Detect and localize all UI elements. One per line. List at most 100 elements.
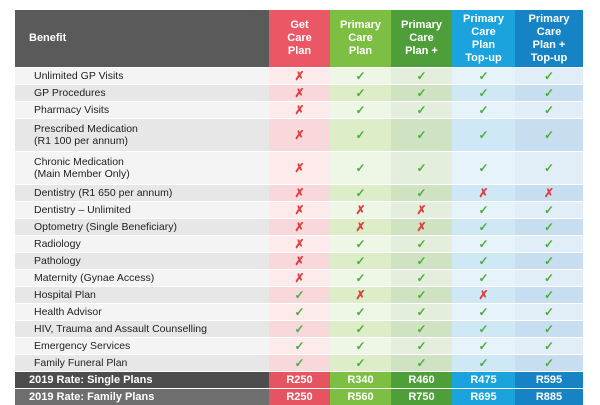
check-icon: ✓ [543, 271, 555, 285]
benefit-cell: ✓ [330, 355, 391, 371]
benefit-cell: ✓ [515, 270, 583, 286]
benefit-cell: ✓ [330, 152, 391, 184]
benefit-label-text: GP Procedures [34, 87, 106, 99]
benefit-cell: ✓ [515, 119, 583, 151]
check-icon: ✓ [543, 161, 555, 175]
benefit-cell: ✓ [269, 304, 330, 320]
header-line: Primary [401, 19, 442, 31]
benefit-cell: ✓ [391, 68, 452, 84]
benefit-label-line: Maternity (Gynae Access) [34, 272, 155, 284]
check-icon: ✓ [543, 86, 555, 100]
benefit-cell: ✓ [452, 68, 515, 84]
benefit-label: Emergency Services [15, 338, 269, 354]
benefit-label: Radiology [15, 236, 269, 252]
benefit-label: Chronic Medication (Main Member Only) [15, 152, 269, 184]
benefit-cell: ✓ [330, 85, 391, 101]
benefit-label-text: Health Advisor [34, 306, 102, 318]
check-icon: ✓ [355, 161, 366, 175]
benefit-cell: ✓ [452, 202, 515, 218]
benefit-cell: ✗ [269, 270, 330, 286]
benefit-cell: ✓ [515, 304, 583, 320]
benefit-cell: ✗ [391, 202, 452, 218]
check-icon: ✓ [543, 103, 555, 117]
cross-icon: ✗ [294, 186, 305, 200]
benefit-label: Unlimited GP Visits [15, 68, 269, 84]
cross-icon: ✗ [294, 271, 305, 285]
header-line: Top-up [530, 51, 568, 64]
cross-icon: ✗ [355, 288, 366, 302]
benefit-label-line: Pathology [34, 255, 81, 267]
benefit-cell: ✓ [391, 338, 452, 354]
benefit-label-text: Dentistry – Unlimited [34, 204, 131, 216]
benefit-cell: ✓ [452, 355, 515, 371]
benefit-label-text: Dentistry (R1 650 per annum) [34, 187, 172, 199]
cross-icon: ✗ [294, 237, 305, 251]
benefit-cell: ✓ [515, 202, 583, 218]
benefit-cell: ✓ [452, 338, 515, 354]
benefit-cell: ✓ [452, 152, 515, 184]
cross-icon: ✗ [543, 186, 555, 200]
check-icon: ✓ [355, 86, 366, 100]
benefit-cell: ✓ [515, 85, 583, 101]
check-icon: ✓ [355, 305, 366, 319]
benefit-cell: ✓ [391, 185, 452, 201]
benefit-cell: ✗ [269, 236, 330, 252]
check-icon: ✓ [416, 161, 427, 175]
header-primary-care-plan: Primary Care Plan [330, 10, 391, 67]
check-icon: ✓ [478, 220, 489, 234]
benefit-cell: ✓ [391, 253, 452, 269]
check-icon: ✓ [543, 339, 555, 353]
header-line: Plan + [532, 38, 566, 51]
cross-icon: ✗ [416, 203, 427, 217]
rate-value: R475 [452, 372, 515, 388]
header-benefit-label: Benefit [29, 32, 67, 44]
header-get-care-plan: Get Care Plan [269, 10, 330, 67]
benefit-label: Optometry (Single Beneficiary) [15, 219, 269, 235]
benefit-cell: ✗ [269, 85, 330, 101]
benefit-label-text: Optometry (Single Beneficiary) [34, 221, 177, 233]
benefit-label: Hospital Plan [15, 287, 269, 303]
benefit-label-line: (Main Member Only) [34, 168, 130, 180]
benefit-cell: ✓ [330, 338, 391, 354]
cross-icon: ✗ [294, 203, 305, 217]
header-line: Care [471, 25, 496, 38]
header-line: Get [290, 19, 309, 31]
benefit-cell: ✓ [515, 102, 583, 118]
benefit-cell: ✓ [452, 219, 515, 235]
rate-value: R250 [269, 372, 330, 388]
rate-value: R750 [391, 389, 452, 405]
check-icon: ✓ [294, 339, 305, 353]
benefit-cell: ✗ [269, 253, 330, 269]
benefit-cell: ✗ [391, 219, 452, 235]
benefit-cell: ✓ [391, 85, 452, 101]
benefit-cell: ✓ [515, 253, 583, 269]
check-icon: ✓ [543, 220, 555, 234]
benefit-cell: ✓ [515, 68, 583, 84]
benefit-cell: ✓ [391, 119, 452, 151]
benefit-cell: ✓ [452, 253, 515, 269]
check-icon: ✓ [543, 128, 555, 142]
benefit-cell: ✓ [391, 102, 452, 118]
header-line: Care [409, 32, 434, 44]
benefit-cell: ✗ [269, 185, 330, 201]
benefit-cell: ✓ [515, 152, 583, 184]
benefit-label: Family Funeral Plan [15, 355, 269, 371]
header-line: Care [536, 25, 562, 38]
check-icon: ✓ [416, 288, 427, 302]
check-icon: ✓ [294, 356, 305, 370]
benefit-cell: ✗ [269, 202, 330, 218]
header-line: Plan [287, 45, 312, 57]
benefit-cell: ✓ [452, 85, 515, 101]
benefit-label: Prescribed Medication (R1 100 per annum) [15, 119, 269, 151]
check-icon: ✓ [478, 305, 489, 319]
check-icon: ✓ [355, 237, 366, 251]
check-icon: ✓ [478, 271, 489, 285]
check-icon: ✓ [478, 128, 489, 142]
check-icon: ✓ [478, 356, 489, 370]
benefit-label-line: Prescribed Medication [34, 123, 138, 135]
cross-icon: ✗ [416, 220, 427, 234]
cross-icon: ✗ [355, 203, 366, 217]
benefit-label-text: Pathology [34, 255, 81, 267]
cross-icon: ✗ [478, 186, 489, 200]
benefit-label-text: Unlimited GP Visits [34, 70, 123, 82]
